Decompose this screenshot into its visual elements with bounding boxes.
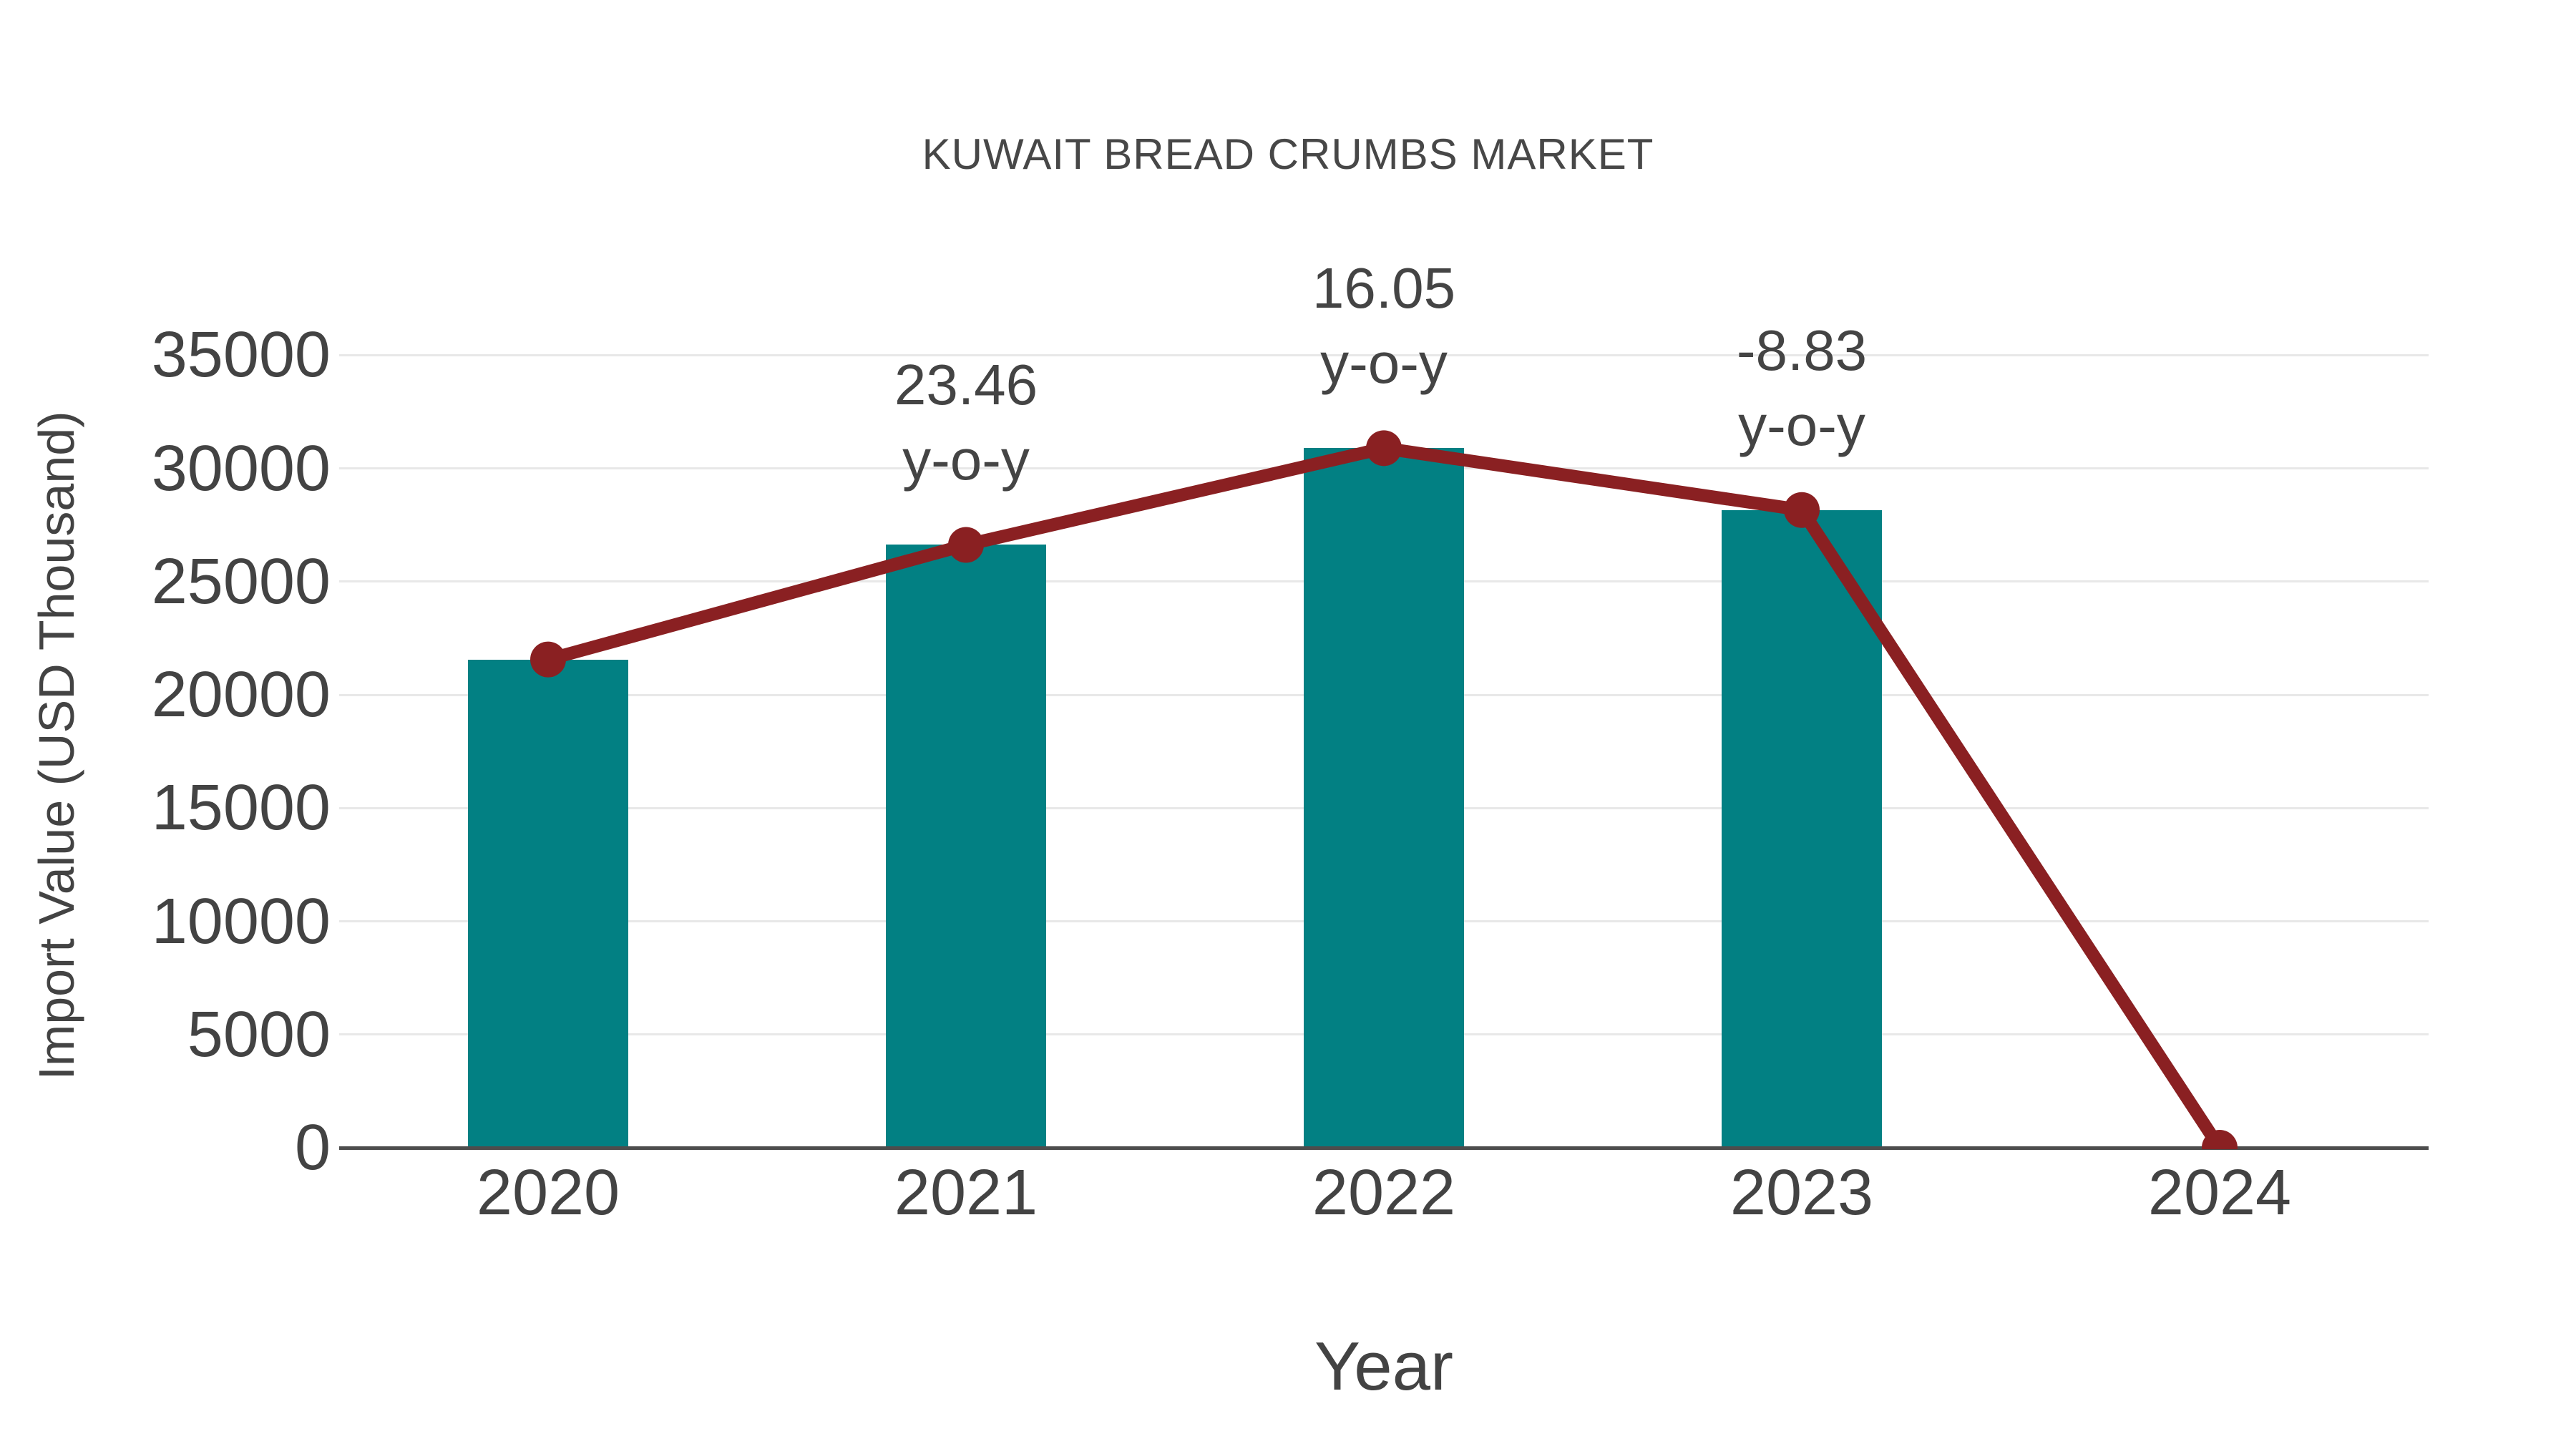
x-axis-title: Year [1314, 1328, 1453, 1405]
x-tick-label: 2020 [476, 1157, 620, 1229]
trend-line-layer [530, 430, 2238, 1149]
annotation-suffix: y-o-y [1738, 393, 1865, 457]
line-marker [1784, 492, 1820, 528]
bar [1722, 509, 1882, 1148]
bar [468, 659, 628, 1148]
bar [886, 545, 1046, 1148]
grid-line [339, 353, 2429, 356]
y-tick-label: 5000 [187, 998, 331, 1070]
y-tick-label: 20000 [151, 659, 331, 731]
y-tick-label: 0 [294, 1112, 331, 1184]
x-tick-label: 2024 [2147, 1157, 2292, 1229]
y-tick-label: 30000 [151, 432, 331, 504]
line-marker [2202, 1130, 2238, 1149]
annotation-suffix: y-o-y [1320, 331, 1448, 396]
annotation-value: 23.46 [894, 353, 1038, 417]
line-marker [530, 641, 566, 678]
y-tick-label: 25000 [151, 545, 331, 618]
chart-title: KUWAIT BREAD CRUMBS MARKET [922, 130, 1654, 178]
x-tick-label: 2022 [1312, 1157, 1456, 1229]
annotation: 23.46 y-o-y [780, 347, 1152, 497]
y-tick-label: 15000 [151, 772, 331, 844]
trend-line [546, 441, 2225, 1149]
annotation: -8.83 y-o-y [1616, 313, 1988, 463]
bar [1304, 448, 1464, 1148]
x-tick-label: 2023 [1729, 1157, 1874, 1229]
y-tick-label: 10000 [151, 885, 331, 957]
annotation-value: 16.05 [1312, 256, 1456, 321]
line-marker [1366, 430, 1402, 467]
x-axis-line [339, 1146, 2429, 1150]
annotation: 16.05 y-o-y [1198, 250, 1570, 401]
annotation-value: -8.83 [1736, 318, 1868, 382]
line-marker [948, 527, 984, 563]
y-tick-label: 35000 [151, 319, 331, 391]
x-tick-label: 2021 [894, 1157, 1038, 1229]
annotation-suffix: y-o-y [902, 428, 1030, 492]
